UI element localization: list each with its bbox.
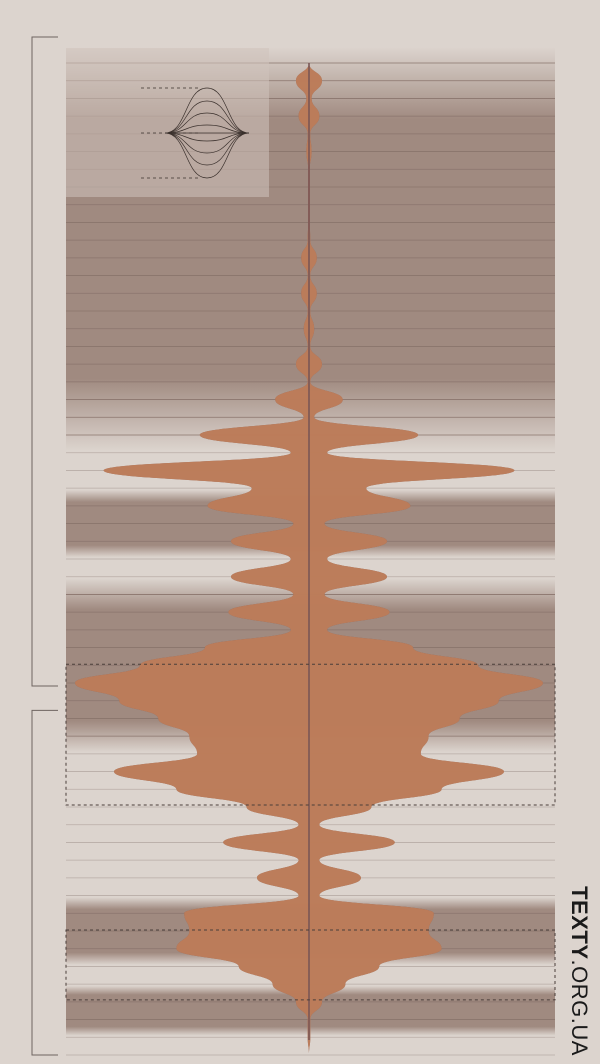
dashed-box-1 bbox=[65, 929, 556, 1001]
dashed-box-0 bbox=[65, 663, 556, 806]
bracket-0 bbox=[31, 36, 58, 687]
period-brackets bbox=[31, 36, 58, 1056]
legend-curve-7 bbox=[164, 132, 250, 166]
legend-panel bbox=[66, 48, 269, 197]
legend-curve-1 bbox=[164, 100, 250, 134]
brand-bold: TEXTY bbox=[567, 886, 592, 960]
legend-curve-8 bbox=[164, 132, 250, 179]
dashed-boxes bbox=[65, 663, 556, 1001]
brand-logo: TEXTY.ORG.UA bbox=[566, 886, 592, 1056]
legend-curve-6 bbox=[164, 132, 250, 154]
brand-light: .ORG.UA bbox=[567, 959, 592, 1056]
legend-curve-0 bbox=[164, 87, 250, 134]
legend-curve-2 bbox=[164, 112, 250, 134]
legend-curve-5 bbox=[164, 132, 250, 142]
legend-curve-3 bbox=[164, 124, 250, 134]
series-shapes bbox=[75, 63, 543, 1055]
shape-legend bbox=[66, 48, 269, 197]
bracket-1 bbox=[31, 709, 58, 1056]
